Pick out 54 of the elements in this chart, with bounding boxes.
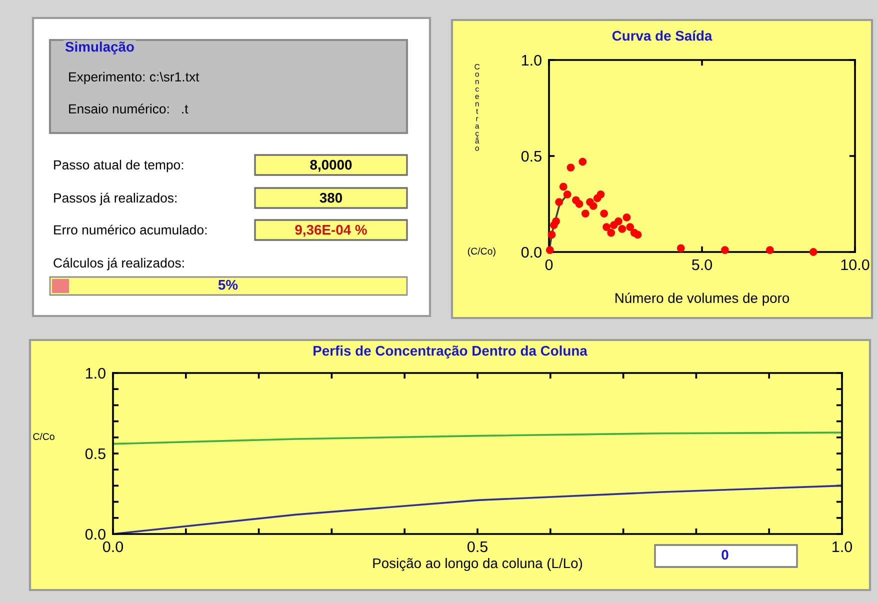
point	[809, 248, 818, 256]
text: Passo atual de tempo:	[54, 160, 184, 172]
point	[552, 217, 560, 226]
point	[589, 202, 598, 210]
x-axis-title: Número de volumes de poro	[616, 292, 790, 306]
y-axis-title: C/Co	[33, 432, 54, 440]
y-tick-label: 1.0	[522, 54, 542, 66]
point	[600, 210, 608, 218]
chart-title: Perfis de Concentração Dentro da Coluna	[314, 346, 588, 358]
text: Cálculos já realizados:	[54, 258, 184, 270]
y-tick-label: 0.5	[521, 150, 542, 162]
x-tick-label: 10.0	[841, 259, 870, 270]
point	[566, 164, 575, 172]
y-tick-label: 0.5	[85, 448, 106, 460]
y-tick-label: 0.0	[85, 528, 106, 540]
line-series	[113, 432, 842, 445]
point	[622, 213, 631, 222]
text: Simulação	[65, 42, 134, 54]
point	[548, 230, 556, 239]
point	[596, 190, 605, 198]
point	[614, 217, 622, 226]
text: 380	[320, 192, 342, 203]
x-tick-label: 0.5	[467, 541, 488, 552]
text: Passos já realizados:	[54, 192, 176, 206]
point	[563, 190, 572, 198]
y-tick-label: 0.0	[521, 246, 542, 258]
text: 9,36E-04 %	[295, 224, 367, 237]
point	[602, 223, 610, 231]
point	[626, 223, 634, 231]
x-tick-label: 5.0	[692, 259, 712, 270]
point	[721, 246, 729, 254]
text: Erro numérico acumulado:	[54, 224, 207, 235]
point	[634, 230, 642, 239]
x-tick-label: 1.0	[832, 541, 852, 552]
chart-title: Curva de Saída	[612, 30, 712, 41]
point	[581, 210, 590, 218]
text: Experimento: c:\sr1.txt	[69, 72, 200, 84]
point	[607, 228, 616, 237]
text: 8,0000	[310, 160, 352, 172]
point	[578, 158, 587, 166]
point	[559, 182, 568, 191]
point	[618, 225, 626, 233]
text: 0	[722, 550, 728, 560]
text: (C/Co)	[468, 247, 496, 257]
x-axis-title: Posição ao longo da coluna (L/Lo)	[373, 558, 582, 571]
point	[676, 244, 685, 252]
y-tick-label: 1.0	[86, 368, 106, 379]
text: Ensaio numérico: .t	[69, 104, 188, 114]
point	[555, 198, 564, 206]
x-tick-label: 0.0	[102, 541, 124, 552]
point	[766, 246, 774, 254]
point	[575, 200, 584, 208]
text: 5%	[218, 280, 238, 290]
x-tick-label: 0	[545, 259, 553, 270]
